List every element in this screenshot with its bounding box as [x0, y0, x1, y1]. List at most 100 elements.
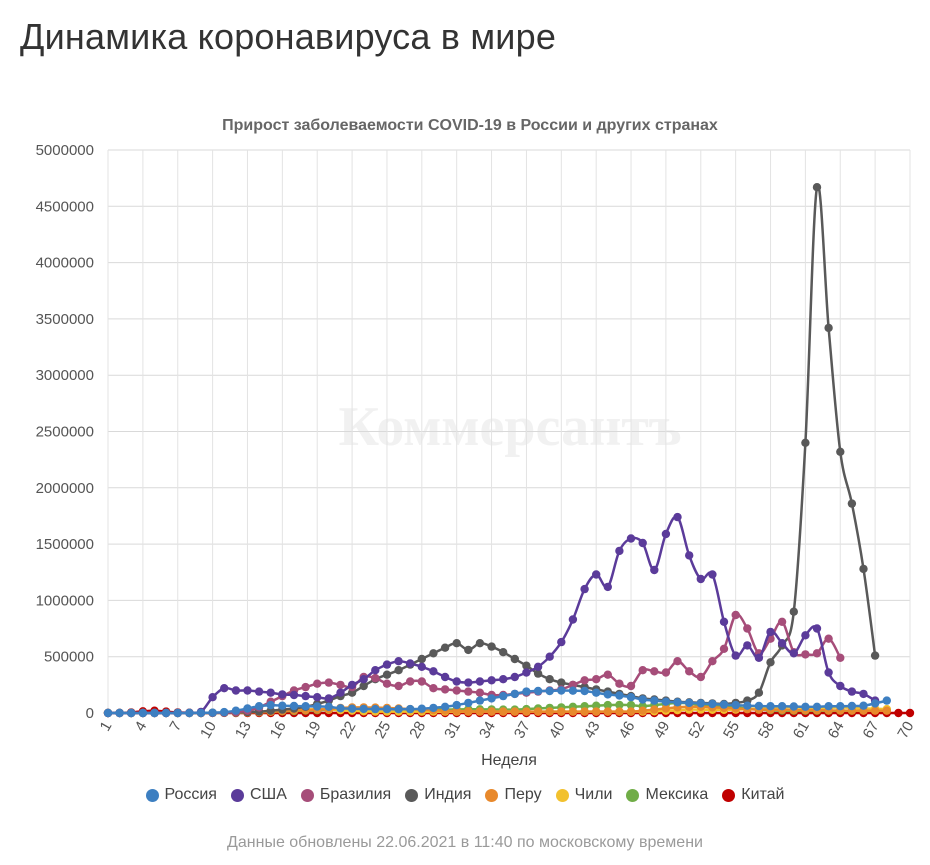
legend-label: Чили	[574, 786, 613, 803]
data-point	[754, 688, 764, 697]
data-point	[615, 700, 624, 710]
data-point	[208, 708, 217, 717]
x-tick-label: 49	[650, 719, 673, 742]
data-point	[243, 686, 252, 695]
legend-item[interactable]: Россия	[145, 786, 217, 804]
legend-marker-icon	[722, 788, 736, 802]
data-point	[568, 615, 578, 624]
data-point	[650, 696, 659, 705]
x-tick-label: 7	[166, 719, 185, 735]
data-point	[650, 565, 659, 575]
legend-item[interactable]: Китай	[722, 786, 785, 804]
y-tick-label: 3500000	[36, 311, 94, 328]
data-point	[464, 707, 473, 716]
data-point	[592, 675, 601, 684]
data-point	[580, 584, 589, 594]
legend-item[interactable]: Мексика	[626, 786, 708, 804]
data-point	[766, 658, 775, 667]
data-point	[603, 670, 612, 679]
data-point	[359, 681, 368, 691]
data-point	[592, 701, 601, 710]
data-point	[499, 675, 508, 684]
data-point	[359, 704, 368, 714]
data-point	[777, 617, 787, 626]
chart-title: Прирост заболеваемости COVID-19 в России…	[222, 117, 718, 134]
data-point	[836, 447, 845, 456]
data-point	[638, 695, 647, 704]
data-point	[592, 707, 601, 716]
data-point	[824, 634, 833, 643]
data-point	[417, 654, 426, 664]
data-point	[429, 684, 438, 693]
legend-marker-icon	[555, 788, 569, 802]
data-point	[522, 707, 531, 716]
data-point	[475, 696, 485, 705]
data-point	[475, 639, 485, 648]
x-tick-label: 1	[97, 719, 116, 735]
legend-label: Китай	[741, 786, 785, 803]
data-point	[254, 687, 264, 696]
data-point	[812, 183, 822, 192]
y-tick-label: 1500000	[36, 536, 94, 553]
data-point	[661, 704, 671, 713]
data-point	[696, 574, 705, 584]
legend-marker-icon	[405, 788, 419, 802]
data-point	[545, 675, 554, 684]
data-point	[185, 708, 194, 718]
data-point	[789, 607, 798, 616]
data-point	[766, 702, 775, 711]
x-tick-label: 52	[685, 719, 708, 742]
data-point	[220, 684, 229, 693]
data-point	[615, 707, 624, 716]
legend-item[interactable]: Индия	[405, 786, 471, 804]
data-point	[533, 686, 543, 696]
data-point	[382, 660, 392, 669]
data-point	[394, 681, 403, 691]
data-point	[731, 651, 740, 660]
data-point	[812, 624, 822, 633]
x-tick-label: 10	[197, 719, 220, 742]
data-point	[661, 697, 671, 706]
y-tick-label: 1000000	[36, 592, 94, 609]
data-point	[615, 691, 624, 700]
legend-marker-icon	[300, 788, 314, 802]
data-point	[487, 694, 496, 703]
data-point	[173, 708, 182, 718]
data-point	[220, 707, 229, 717]
data-point	[313, 679, 322, 688]
x-tick-label: 22	[336, 719, 359, 742]
data-point	[429, 649, 438, 658]
legend-item[interactable]: США	[230, 786, 287, 804]
data-point	[789, 649, 798, 658]
data-point	[626, 681, 636, 691]
data-point	[719, 617, 729, 626]
x-tick-label: 34	[476, 719, 499, 742]
data-point	[626, 700, 636, 710]
data-point	[882, 706, 891, 715]
data-point	[650, 667, 659, 676]
data-point	[371, 673, 380, 683]
data-point	[475, 688, 485, 697]
x-tick-label: 43	[581, 719, 604, 742]
legend: Россия США Бразилия Индия Перу Чили Мексика Кит…	[0, 786, 930, 804]
data-point	[603, 582, 612, 592]
data-point	[452, 706, 461, 716]
legend-item[interactable]: Бразилия	[300, 786, 391, 804]
data-point	[696, 672, 705, 682]
data-point	[464, 678, 473, 687]
data-point	[510, 672, 519, 682]
data-point	[347, 680, 357, 690]
data-point	[336, 704, 345, 713]
y-tick-label: 5000000	[36, 142, 94, 159]
series-line	[108, 613, 842, 715]
data-point	[870, 699, 880, 708]
legend-item[interactable]: Чили	[555, 786, 613, 804]
data-point	[545, 652, 554, 661]
data-point	[359, 675, 368, 684]
data-point	[313, 693, 322, 702]
legend-item[interactable]: Перу	[485, 786, 542, 804]
data-point	[266, 688, 275, 697]
data-point	[127, 708, 136, 718]
data-point	[812, 649, 822, 658]
data-point	[231, 706, 241, 715]
